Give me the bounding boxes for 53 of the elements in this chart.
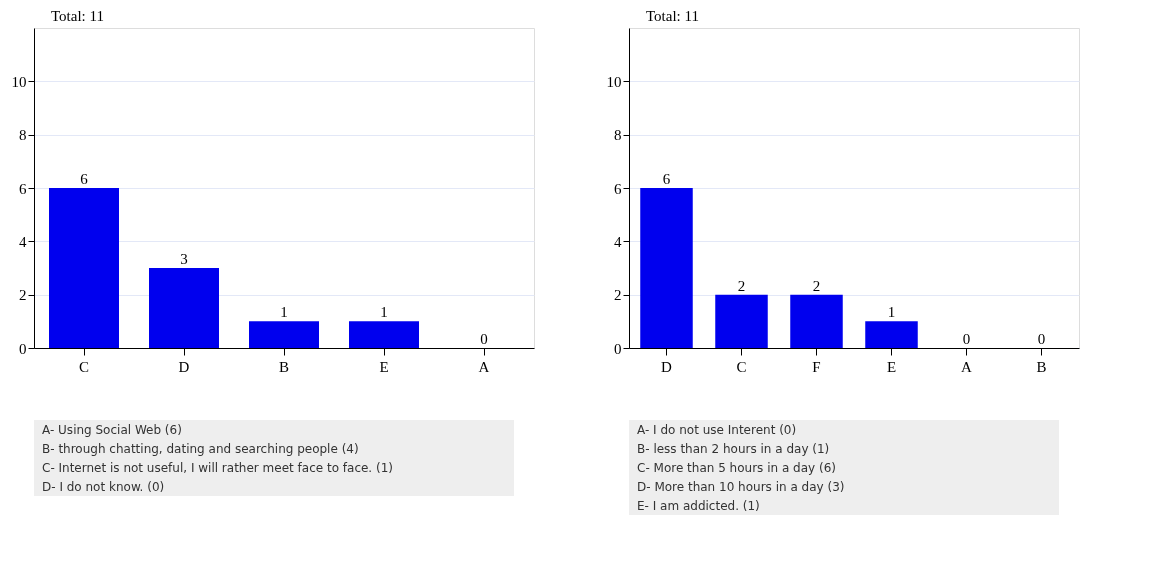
bar xyxy=(865,321,918,348)
y-tick-label: 2 xyxy=(614,287,622,304)
data-label: 3 xyxy=(180,251,188,267)
y-tick-label: 0 xyxy=(19,340,27,357)
bar xyxy=(640,188,693,348)
y-tick-label: 2 xyxy=(19,287,27,304)
x-tick-label: B xyxy=(278,358,290,375)
x-tick-label: A xyxy=(961,358,973,375)
y-tick-label: 6 xyxy=(19,180,27,197)
bar xyxy=(249,321,319,348)
text: A- I do not use Interent (0) xyxy=(637,422,797,437)
x-tick-label: A xyxy=(478,358,490,375)
text: B- less than 2 hours in a day (1) xyxy=(637,441,830,456)
text: E- I am addicted. (1) xyxy=(637,498,760,513)
data-label: 1 xyxy=(380,304,388,321)
y-tick-label: 4 xyxy=(19,233,27,250)
data-label: 0 xyxy=(1037,331,1046,347)
bar xyxy=(149,268,219,348)
y-tick-label: 8 xyxy=(614,127,622,144)
text: B- through chatting, dating and searching people (4) xyxy=(42,441,359,456)
text: D- I do not know. (0) xyxy=(42,479,165,494)
x-tick-label: C xyxy=(736,358,747,375)
bar xyxy=(49,188,119,348)
x-tick-label: E xyxy=(886,358,897,375)
y-tick-label: 10 xyxy=(11,73,27,90)
data-label: 1 xyxy=(887,304,896,321)
bar xyxy=(790,294,843,348)
data-label: 2 xyxy=(812,277,821,294)
x-tick-label: E xyxy=(379,358,389,375)
data-label: 6 xyxy=(80,171,89,187)
text: C- Internet is not useful, I will rather meet face to face. (1) xyxy=(42,460,393,475)
y-tick-label: 0 xyxy=(614,340,622,357)
x-tick-label: D xyxy=(661,358,673,375)
x-tick-label: F xyxy=(812,358,821,375)
data-label: 0 xyxy=(962,331,971,347)
y-tick-label: 8 xyxy=(19,127,27,144)
y-tick-label: 4 xyxy=(614,233,622,250)
chart-title: Total: 11 xyxy=(51,8,104,24)
y-tick-label: 6 xyxy=(614,180,622,197)
text: C- More than 5 hours in a day (6) xyxy=(637,460,836,475)
x-tick-label: D xyxy=(178,358,190,375)
x-tick-label: B xyxy=(1036,358,1047,375)
chart-title: Total: 11 xyxy=(646,8,699,24)
x-tick-label: C xyxy=(78,358,90,375)
text: A- Using Social Web (6) xyxy=(42,422,182,437)
bar xyxy=(349,321,419,348)
data-label: 0 xyxy=(480,331,488,347)
bar xyxy=(715,294,768,348)
text: D- More than 10 hours in a day (3) xyxy=(637,479,845,494)
data-label: 6 xyxy=(662,171,671,187)
y-tick-label: 10 xyxy=(606,73,622,90)
data-label: 1 xyxy=(280,304,288,321)
data-label: 2 xyxy=(737,277,746,294)
